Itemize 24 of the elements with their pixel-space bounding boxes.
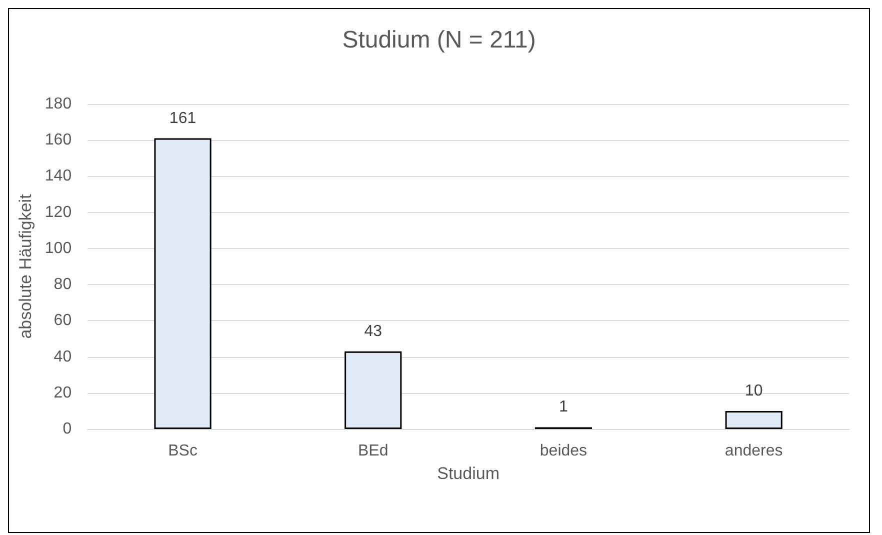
x-axis-title: Studium [437, 464, 500, 483]
y-tick-label: 100 [44, 240, 72, 257]
data-label: 10 [744, 382, 763, 400]
y-tick-label: 140 [44, 168, 72, 185]
x-tick-label: BEd [358, 442, 388, 460]
chart-title: Studium (N = 211) [342, 26, 536, 54]
x-tick-label: anderes [724, 442, 783, 460]
x-tick-label: beides [540, 442, 588, 460]
data-label: 161 [169, 110, 196, 127]
x-tick-label: BSc [168, 442, 198, 460]
y-tick-label: 60 [54, 312, 72, 330]
bar [344, 351, 402, 429]
y-tick-label: 180 [44, 96, 72, 112]
bar [154, 138, 212, 429]
y-tick-label: 20 [54, 384, 72, 402]
data-label: 43 [364, 322, 382, 340]
y-axis-title: absolute Häufigkeit [16, 194, 35, 339]
y-tick-label: 40 [54, 348, 72, 366]
data-label: 1 [559, 398, 568, 416]
y-tick-label: 160 [44, 132, 72, 149]
bar [725, 410, 782, 429]
y-tick-label: 80 [54, 276, 72, 294]
y-tick-label: 120 [44, 204, 72, 221]
y-tick-label: 0 [62, 420, 72, 438]
